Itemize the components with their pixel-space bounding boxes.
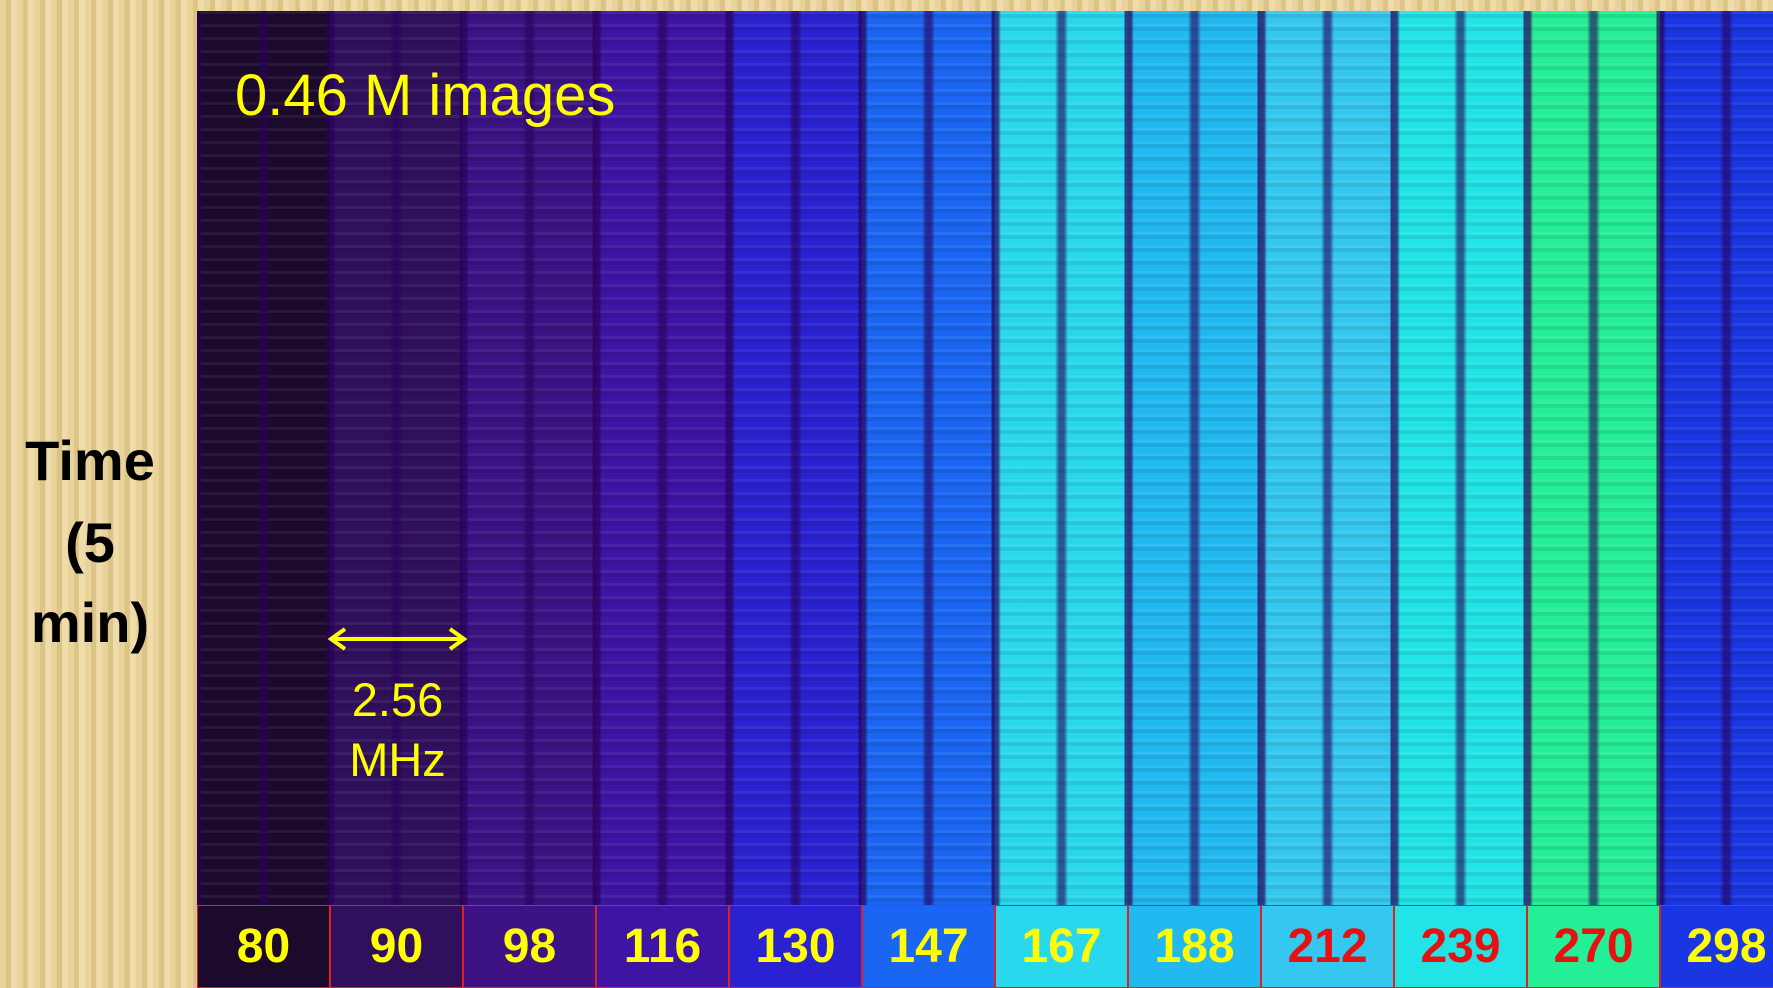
channel-label: 188	[1128, 905, 1261, 988]
channel-label: 298	[1660, 905, 1773, 988]
y-label: (5	[0, 510, 180, 575]
channel-label: 270	[1527, 905, 1660, 988]
overlay-text: 0.46 M images	[235, 62, 615, 129]
channel-label: 212	[1261, 905, 1394, 988]
spectrogram-column	[1128, 11, 1261, 905]
slide: 809098116130147167188212239270298 0.46 M…	[0, 0, 1773, 988]
y-label: min)	[0, 590, 180, 655]
bandwidth-unit: MHz	[340, 732, 455, 787]
bandwidth-value: 2.56	[340, 672, 455, 727]
channel-label: 167	[995, 905, 1128, 988]
channel-label: 98	[463, 905, 596, 988]
spectrogram-column	[596, 11, 729, 905]
spectrogram-column	[1394, 11, 1527, 905]
channel-label: 80	[197, 905, 330, 988]
bandwidth-arrow	[325, 624, 470, 654]
spectrogram-column	[1527, 11, 1660, 905]
spectrogram-column	[995, 11, 1128, 905]
channel-label: 130	[729, 905, 862, 988]
spectrogram-column	[197, 11, 330, 905]
y-label: Time	[0, 428, 180, 493]
channel-label: 147	[862, 905, 995, 988]
spectrogram-column	[862, 11, 995, 905]
spectrogram-column	[729, 11, 862, 905]
channel-label: 239	[1394, 905, 1527, 988]
channel-label: 90	[330, 905, 463, 988]
spectrogram-column	[1660, 11, 1773, 905]
spectrogram-column	[463, 11, 596, 905]
channel-label: 116	[596, 905, 729, 988]
spectrogram-column	[1261, 11, 1394, 905]
